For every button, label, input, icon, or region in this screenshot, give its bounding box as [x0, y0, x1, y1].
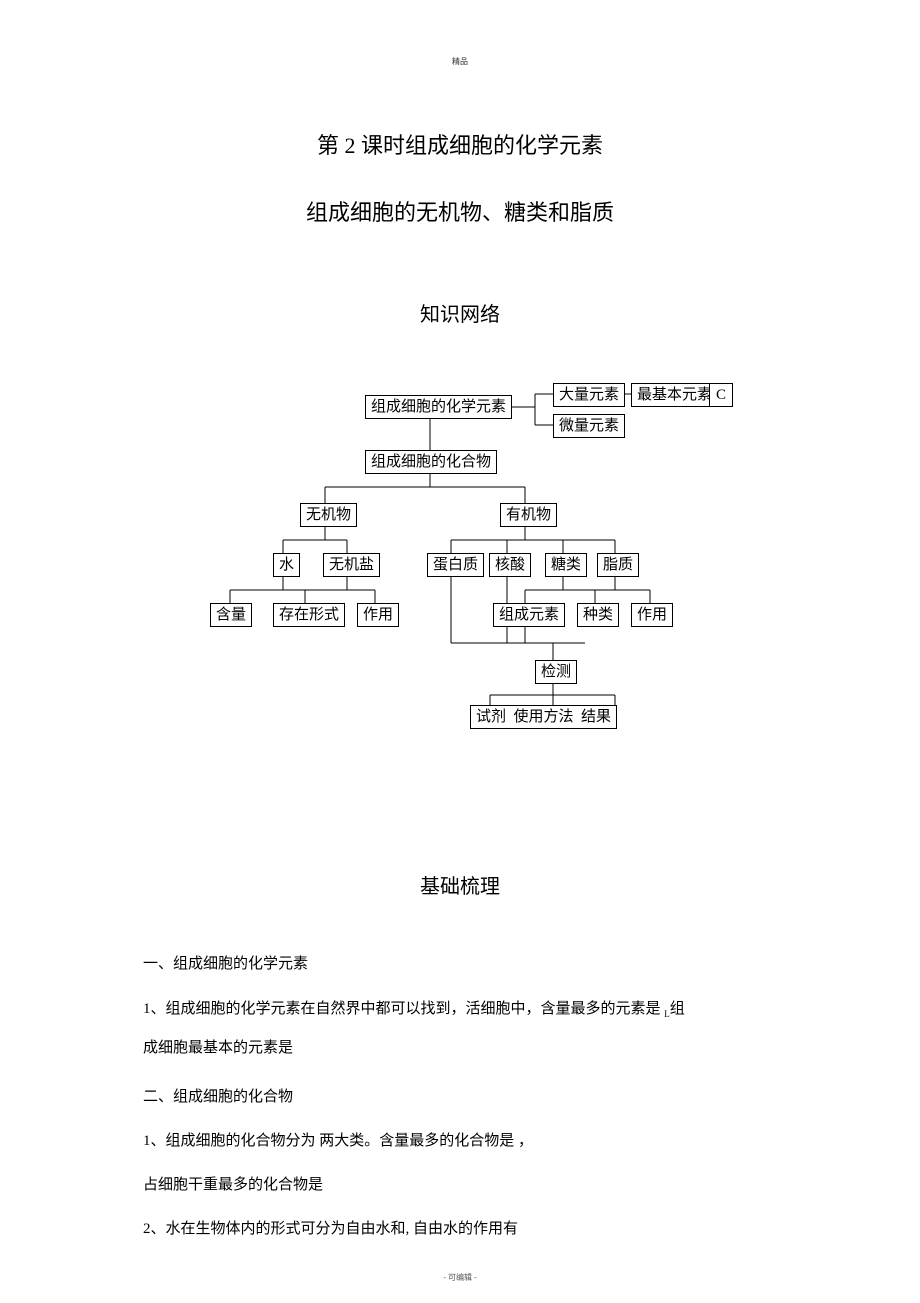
node-inorganic: 无机物: [300, 503, 357, 527]
node-compounds: 组成细胞的化合物: [365, 450, 497, 474]
page-subtitle: 组成细胞的无机物、糖类和脂质: [306, 195, 614, 227]
node-kind: 种类: [577, 603, 619, 627]
node-test: 检测: [535, 660, 577, 684]
node-sugar: 糖类: [545, 553, 587, 577]
section-heading-network: 知识网络: [420, 298, 500, 327]
node-composition-elements: 组成元素: [493, 603, 565, 627]
node-result: 结果: [581, 709, 611, 725]
node-organic: 有机物: [500, 503, 557, 527]
node-form: 存在形式: [273, 603, 345, 627]
node-elements: 组成细胞的化学元素: [365, 395, 512, 419]
node-c: C: [709, 383, 733, 407]
sec1-p1-text-a: 1、组成细胞的化学元素在自然界中都可以找到，活细胞中，含量最多的元素是: [143, 1001, 664, 1017]
section-1-para-1: 1、组成细胞的化学元素在自然界中都可以找到，活细胞中，含量最多的元素是 L组 成…: [143, 990, 783, 1068]
node-reagent: 试剂: [476, 709, 506, 725]
node-amount: 含量: [210, 603, 252, 627]
section-heading-basis: 基础梳理: [420, 870, 500, 899]
page-title: 第 2 课时组成细胞的化学元素: [317, 128, 603, 160]
node-micro: 微量元素: [553, 414, 625, 438]
sec1-p1-text-b: 组: [670, 1001, 685, 1017]
sec1-p1-text-c: 成细胞最基本的元素是: [143, 1040, 293, 1056]
node-basic: 最基本元素: [631, 383, 718, 407]
node-protein: 蛋白质: [427, 553, 484, 577]
node-macro: 大量元素: [553, 383, 625, 407]
node-method: 使用方法: [514, 709, 574, 725]
node-salt: 无机盐: [323, 553, 380, 577]
footer-watermark: - 可编辑 -: [443, 1272, 476, 1283]
node-nucleic-acid: 核酸: [489, 553, 531, 577]
node-reagent-method-result: 试剂 使用方法 结果: [470, 705, 617, 729]
section-2-para-2: 占细胞干重最多的化合物是: [143, 1166, 783, 1205]
section-2-heading: 二、组成细胞的化合物: [143, 1078, 783, 1117]
node-function: 作用: [357, 603, 399, 627]
section-2-para-3: 2、水在生物体内的形式可分为自由水和, 自由水的作用有: [143, 1210, 783, 1249]
node-lipid: 脂质: [597, 553, 639, 577]
knowledge-network-diagram: 组成细胞的化学元素 大量元素 微量元素 最基本元素 C 组成细胞的化合物 无机物…: [195, 375, 725, 755]
node-water: 水: [273, 553, 300, 577]
header-watermark: 精品: [452, 56, 468, 67]
section-2-para-1: 1、组成细胞的化合物分为 两大类。含量最多的化合物是 ，: [143, 1122, 783, 1161]
node-function-2: 作用: [631, 603, 673, 627]
section-1-heading: 一、组成细胞的化学元素: [143, 945, 783, 984]
